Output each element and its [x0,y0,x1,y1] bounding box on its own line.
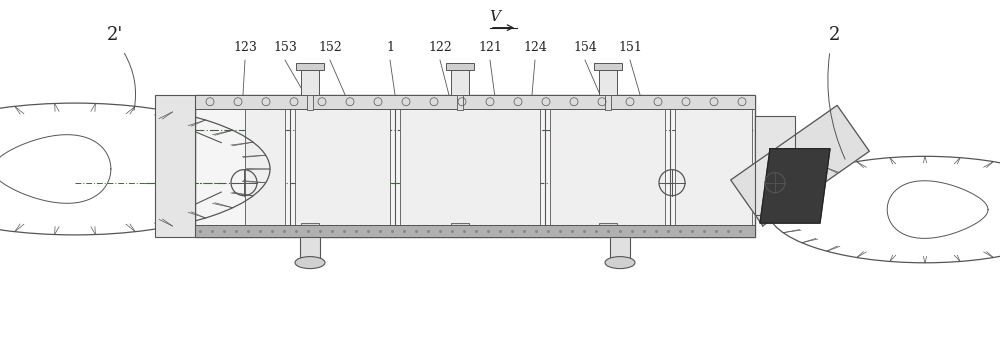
Bar [446,64,474,70]
Text: V: V [490,10,501,24]
Text: 123: 123 [233,41,257,54]
Bar [195,225,755,237]
Bar [451,70,469,95]
Bar [594,64,622,70]
Text: 2: 2 [829,26,841,44]
Bar [195,95,755,109]
Text: 151: 151 [618,41,642,54]
Bar [451,223,469,225]
Text: 124: 124 [523,41,547,54]
Ellipse shape [295,257,325,269]
Text: 152: 152 [318,41,342,54]
Bar [155,95,195,237]
Bar [295,109,390,225]
Bar [300,237,320,263]
Bar [599,70,617,95]
Bar [301,70,319,95]
Bar [245,109,285,225]
Polygon shape [760,149,830,223]
Text: 154: 154 [573,41,597,54]
Bar [605,95,611,110]
Bar [675,109,752,225]
Text: 2': 2' [107,26,123,44]
Bar [301,223,319,225]
Bar [755,116,795,215]
Text: 1: 1 [386,41,394,54]
Bar [307,95,313,110]
Bar [599,223,617,225]
Bar [457,95,463,110]
Text: 122: 122 [428,41,452,54]
Bar [610,237,630,263]
Bar [550,109,665,225]
Ellipse shape [605,257,635,269]
Bar [296,64,324,70]
Text: 121: 121 [478,41,502,54]
Polygon shape [731,105,869,226]
Bar [400,109,540,225]
Bar [195,95,755,237]
Text: 153: 153 [273,41,297,54]
